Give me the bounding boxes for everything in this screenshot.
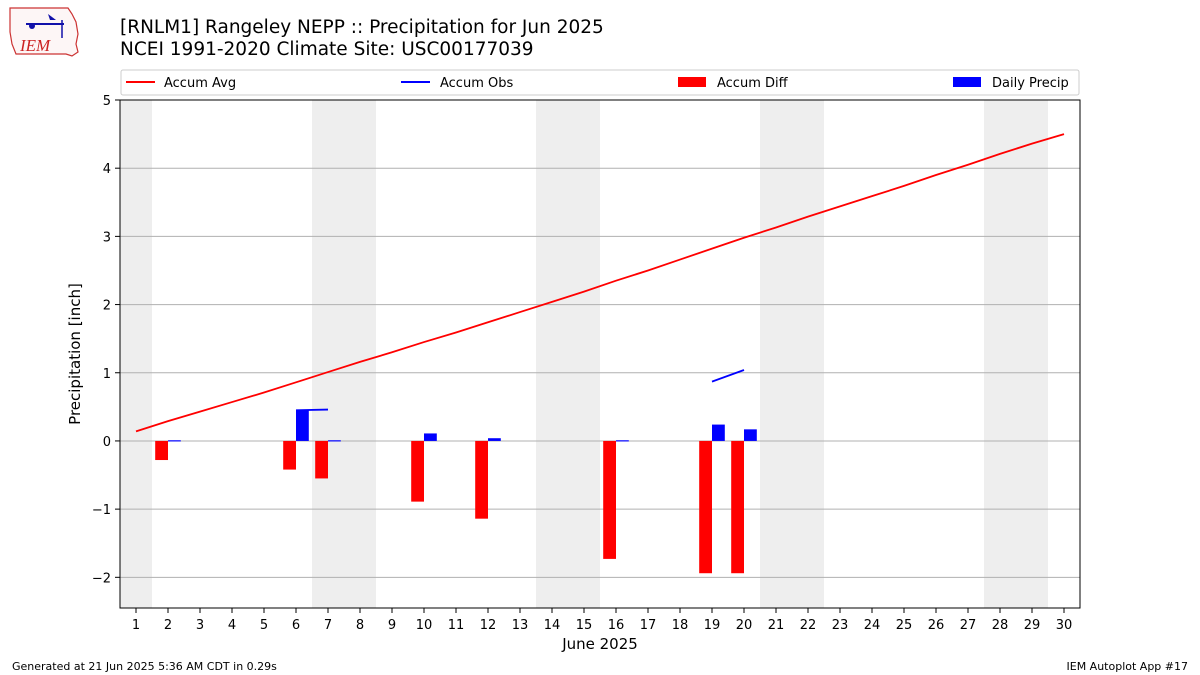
accum-diff-bar [731,440,744,574]
x-tick-label: 3 [196,618,204,633]
y-tick-label: 2 [103,299,111,314]
daily-precip-bar [296,410,309,441]
x-tick-label: 14 [544,618,561,633]
x-tick-label: 30 [1056,618,1073,633]
x-tick-label: 28 [992,618,1009,633]
plot-frame [119,99,1081,609]
daily-precip-bar [328,440,341,442]
x-tick-label: 7 [324,618,332,633]
x-tick-label: 4 [228,618,236,633]
y-tick-label: 4 [103,162,111,177]
y-axis-label: Precipitation [inch] [66,283,84,425]
x-tick-label: 17 [640,618,657,633]
legend: Accum Avg Accum Obs Accum Diff Daily Pre… [120,69,1080,96]
x-tick-label: 16 [608,618,625,633]
chart-subtitle: NCEI 1991-2020 Climate Site: USC00177039 [120,39,534,60]
legend-daily-precip-label: Daily Precip [992,76,1069,91]
x-tick-label: 5 [260,618,268,633]
x-tick-label: 29 [1024,618,1041,633]
accum-diff-bar [475,440,488,519]
x-tick-label: 9 [388,618,396,633]
legend-box [120,69,1080,96]
y-tick-label: 0 [103,435,111,450]
x-tick-label: 12 [480,618,497,633]
x-tick-label: 1 [132,618,140,633]
weekend-band [312,100,376,608]
x-tick-label: 21 [768,618,785,633]
accum-avg-line [135,133,1065,433]
x-tick-label: 6 [292,618,300,633]
x-tick-label: 25 [896,618,913,633]
bars [155,410,757,574]
accum-obs-line [295,408,329,412]
daily-precip-bar [488,438,501,441]
x-tick-label: 20 [736,618,753,633]
x-tick-label: 27 [960,618,977,633]
x-tick-label: 23 [832,618,849,633]
weekend-shading [120,100,1048,608]
daily-precip-bar [168,440,181,442]
accum-diff-bar [283,440,296,470]
y-tick-label: 1 [103,367,111,382]
x-tick-label: 8 [356,618,364,633]
weekend-band [120,100,152,608]
x-tick-label: 2 [164,618,172,633]
x-axis-label: June 2025 [561,635,638,653]
legend-accum-obs-label: Accum Obs [440,76,513,91]
app-name: IEM Autoplot App #17 [1066,660,1189,673]
x-tick-label: 10 [416,618,433,633]
legend-accum-avg-label: Accum Avg [164,76,236,91]
accum-diff-bar [315,440,328,479]
accum-diff-bar [411,440,424,502]
y-tick-label: −1 [92,503,111,518]
daily-precip-bar [424,433,437,441]
accum-diff-bar [155,440,168,461]
x-tick-label: 11 [448,618,465,633]
weekend-band [760,100,824,608]
y-tick-label: 3 [103,230,111,245]
x-tick-label: 22 [800,618,817,633]
weekend-band [984,100,1048,608]
daily-precip-bar [712,424,725,441]
lines [135,133,1065,433]
logo-text: IEM [19,36,51,55]
generated-timestamp: Generated at 21 Jun 2025 5:36 AM CDT in … [12,660,277,673]
x-tick-label: 15 [576,618,593,633]
legend-accum-diff-label: Accum Diff [717,76,789,91]
accum-obs-line [711,369,745,383]
daily-precip-bar [616,440,629,442]
chart-title: [RNLM1] Rangeley NEPP :: Precipitation f… [120,17,604,38]
accum-diff-bar [603,440,616,559]
x-tick-label: 26 [928,618,945,633]
y-tick-label: −2 [92,571,111,586]
x-tick-label: 24 [864,618,881,633]
legend-accum-diff-swatch [678,77,706,87]
x-tick-label: 13 [512,618,529,633]
y-tick-label: 5 [103,94,111,109]
weekend-band [536,100,600,608]
legend-daily-precip-swatch [953,77,981,87]
x-tick-label: 19 [704,618,721,633]
iem-logo: IEM [6,4,82,64]
accum-diff-bar [699,440,712,574]
daily-precip-bar [744,429,757,441]
x-tick-label: 18 [672,618,689,633]
